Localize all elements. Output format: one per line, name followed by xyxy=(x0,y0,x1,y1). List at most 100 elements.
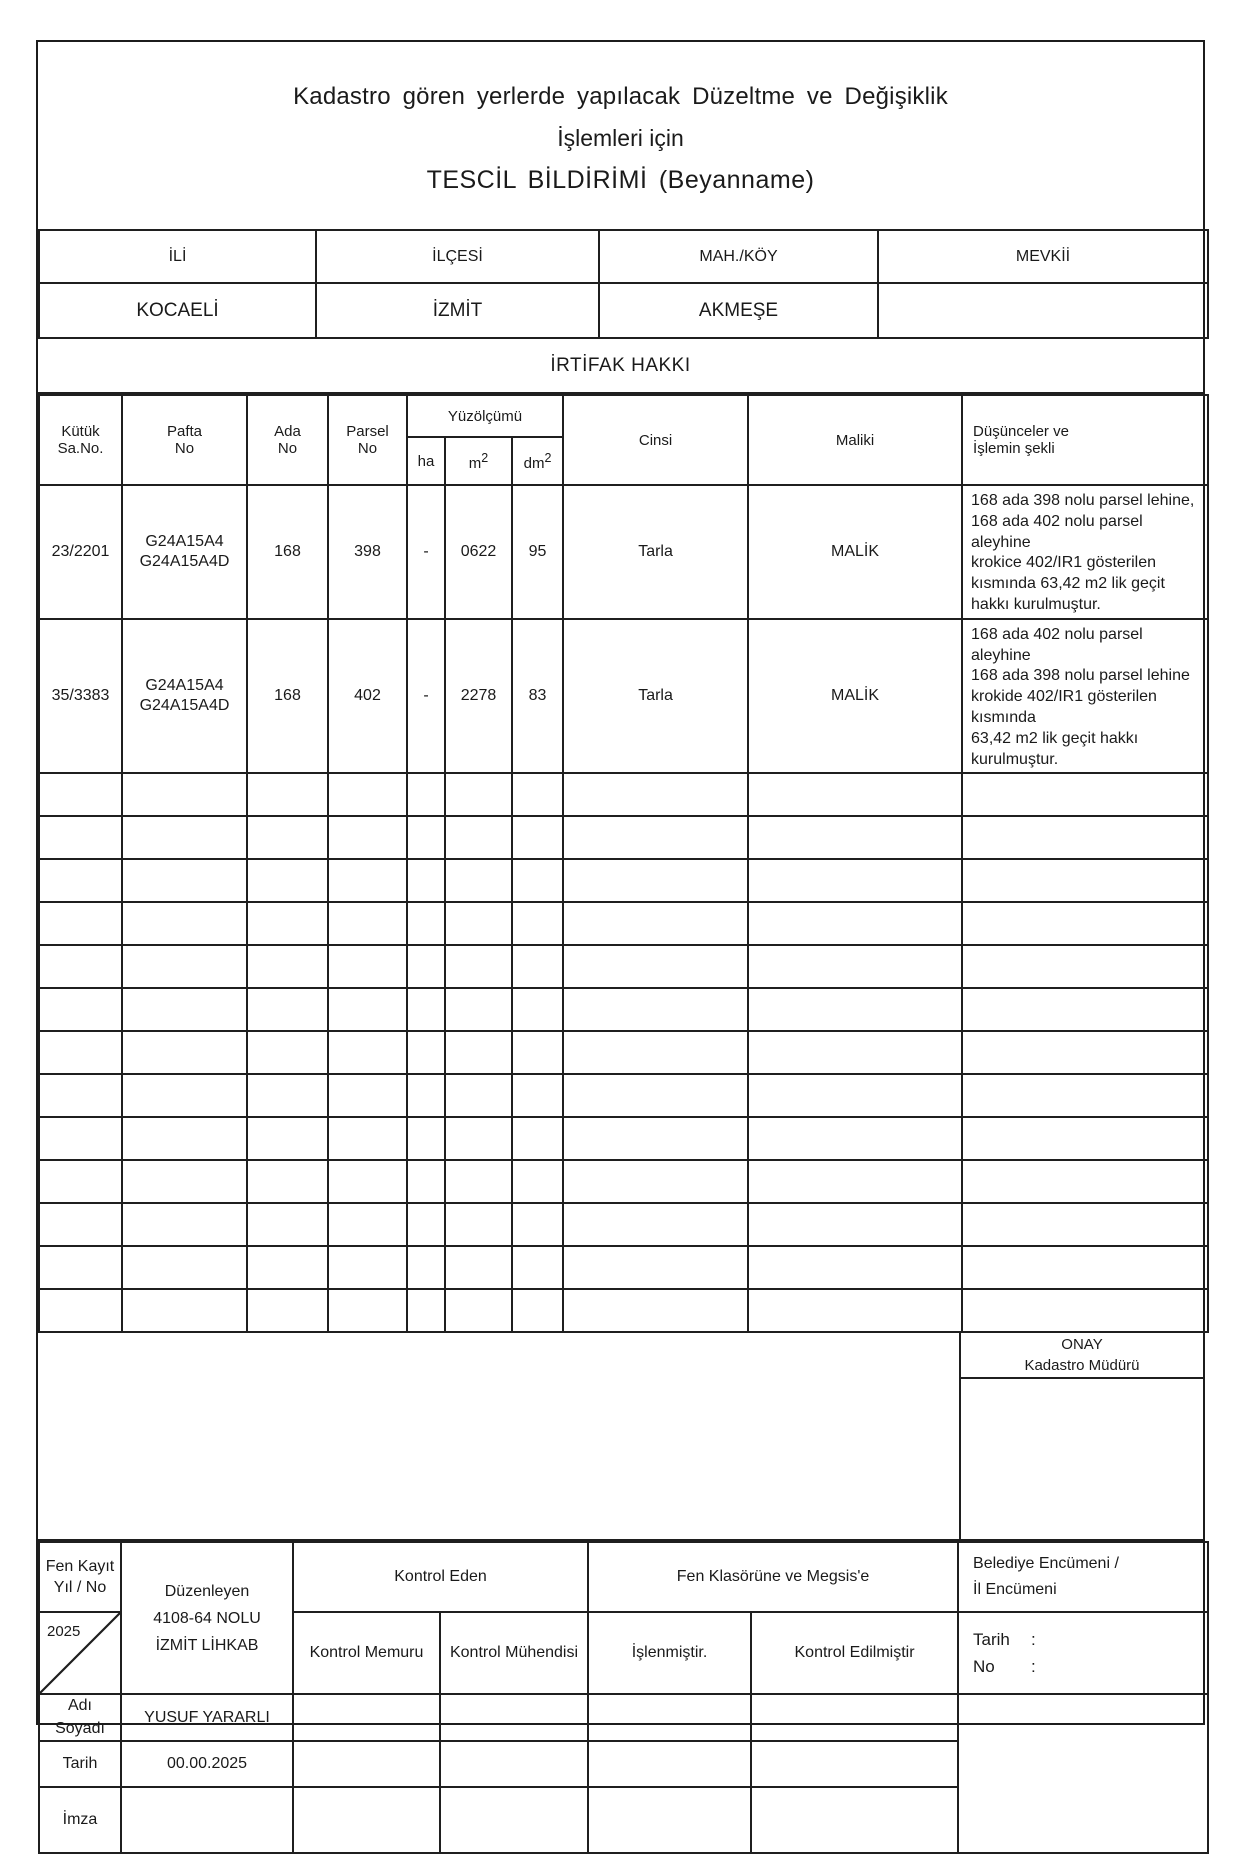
empty-cell xyxy=(961,901,1210,947)
onay-section: ONAY Kadastro Müdürü xyxy=(38,1333,1203,1542)
col-header-ada-line1: Ada xyxy=(274,423,301,440)
empty-cell xyxy=(327,1073,408,1119)
empty-cell xyxy=(38,987,123,1033)
empty-cell xyxy=(444,815,513,861)
cell-m2: 2278 xyxy=(444,617,513,775)
empty-cell xyxy=(444,944,513,990)
table-row: 23/2201 G24A15A4 G24A15A4D 168 398 - 062… xyxy=(38,484,1210,620)
empty-cell xyxy=(750,1693,960,1743)
bottom-table: Fen Kayıt Yıl / No Düzenleyen 4108-64 NO… xyxy=(38,1541,1210,1854)
table-row-empty xyxy=(38,944,1210,990)
cell-ada: 168 xyxy=(246,484,329,620)
empty-cell xyxy=(747,1116,964,1162)
empty-cell xyxy=(510,901,565,947)
empty-cell xyxy=(121,901,248,947)
empty-cell xyxy=(961,1073,1210,1119)
empty-cell xyxy=(121,858,248,904)
empty-cell xyxy=(292,1693,441,1743)
col-header-kutuk: Kütük Sa.No. xyxy=(38,394,123,486)
district-header: İLÇESİ xyxy=(315,229,600,284)
table-row-empty xyxy=(38,987,1210,1033)
empty-cell xyxy=(562,1030,750,1076)
cell-ha: - xyxy=(406,617,446,775)
empty-cell xyxy=(750,1786,960,1854)
empty-cell xyxy=(246,1030,329,1076)
empty-cell xyxy=(444,772,513,818)
empty-cell xyxy=(510,944,565,990)
empty-cell xyxy=(120,1786,294,1854)
empty-cell xyxy=(121,987,248,1033)
cell-maliki: MALİK xyxy=(747,617,964,775)
cell-parsel: 398 xyxy=(327,484,408,620)
empty-cell xyxy=(438,1740,590,1789)
empty-cell xyxy=(38,1288,123,1334)
empty-cell xyxy=(246,858,329,904)
table-row-empty xyxy=(38,1030,1210,1076)
col-header-dusunceler-line1: Düşünceler ve xyxy=(973,423,1069,440)
empty-cell xyxy=(327,1159,408,1205)
empty-cell xyxy=(406,1159,446,1205)
empty-cell xyxy=(961,1116,1210,1162)
col-header-parsel-line2: No xyxy=(357,440,378,457)
cell-pafta: G24A15A4 G24A15A4D xyxy=(121,484,248,620)
empty-cell xyxy=(121,1030,248,1076)
col-header-dusunceler: Düşünceler ve İşlemin şekli xyxy=(961,394,1210,486)
empty-cell xyxy=(562,944,750,990)
empty-cell xyxy=(406,1116,446,1162)
empty-cell xyxy=(444,1116,513,1162)
empty-cell xyxy=(327,1288,408,1334)
onay-blank-area xyxy=(38,1333,961,1540)
empty-cell xyxy=(406,815,446,861)
empty-cell xyxy=(510,987,565,1033)
table-row-empty xyxy=(38,1245,1210,1291)
empty-cell xyxy=(327,1202,408,1248)
empty-cell xyxy=(444,1202,513,1248)
cell-ada: 168 xyxy=(246,617,329,775)
empty-cell xyxy=(327,987,408,1033)
onay-kadastro-muduru-label: Kadastro Müdürü xyxy=(1024,1357,1140,1375)
col-header-pafta: Pafta No xyxy=(121,394,248,486)
empty-cell xyxy=(444,1245,513,1291)
cell-cinsi: Tarla xyxy=(562,617,750,775)
empty-cell xyxy=(327,1030,408,1076)
empty-cell xyxy=(438,1786,590,1854)
col-header-maliki: Maliki xyxy=(747,394,964,486)
table-row-empty xyxy=(38,1202,1210,1248)
col-header-pafta-line2: No xyxy=(174,440,195,457)
province-header: İLİ xyxy=(38,229,317,284)
cell-m2: 0622 xyxy=(444,484,513,620)
col-header-cinsi: Cinsi xyxy=(562,394,750,486)
empty-cell xyxy=(510,1202,565,1248)
onay-signature-area xyxy=(961,1379,1203,1539)
empty-cell xyxy=(747,1030,964,1076)
empty-cell xyxy=(327,772,408,818)
table-row-empty xyxy=(38,1288,1210,1334)
empty-cell xyxy=(747,1288,964,1334)
empty-cell xyxy=(438,1693,590,1743)
locality-header: MEVKİİ xyxy=(877,229,1209,284)
empty-cell xyxy=(562,1159,750,1205)
kontrol-eden-header: Kontrol Eden xyxy=(291,1541,590,1614)
empty-cell xyxy=(121,1159,248,1205)
col-header-kutuk-line2: Sa.No. xyxy=(57,440,104,457)
empty-cell xyxy=(327,1245,408,1291)
empty-cell xyxy=(38,772,123,818)
cell-pafta: G24A15A4 G24A15A4D xyxy=(121,617,248,775)
form-title-line1: Kadastro gören yerlerde yapılacak Düzelt… xyxy=(293,82,948,110)
empty-cell xyxy=(406,772,446,818)
empty-cell xyxy=(747,1159,964,1205)
empty-cell xyxy=(292,1740,441,1789)
empty-cell xyxy=(961,1159,1210,1205)
tarih-label: Tarih xyxy=(973,1629,1010,1649)
empty-cell xyxy=(38,1245,123,1291)
empty-cell xyxy=(327,944,408,990)
empty-cell xyxy=(246,1245,329,1291)
table-row-empty xyxy=(38,1116,1210,1162)
diagonal-line xyxy=(41,1614,119,1693)
village-value: AKMEŞE xyxy=(598,282,879,339)
empty-cell xyxy=(327,815,408,861)
empty-cell xyxy=(246,1073,329,1119)
empty-cell xyxy=(292,1786,441,1854)
cell-dm2: 83 xyxy=(510,617,565,775)
empty-cell xyxy=(444,1030,513,1076)
